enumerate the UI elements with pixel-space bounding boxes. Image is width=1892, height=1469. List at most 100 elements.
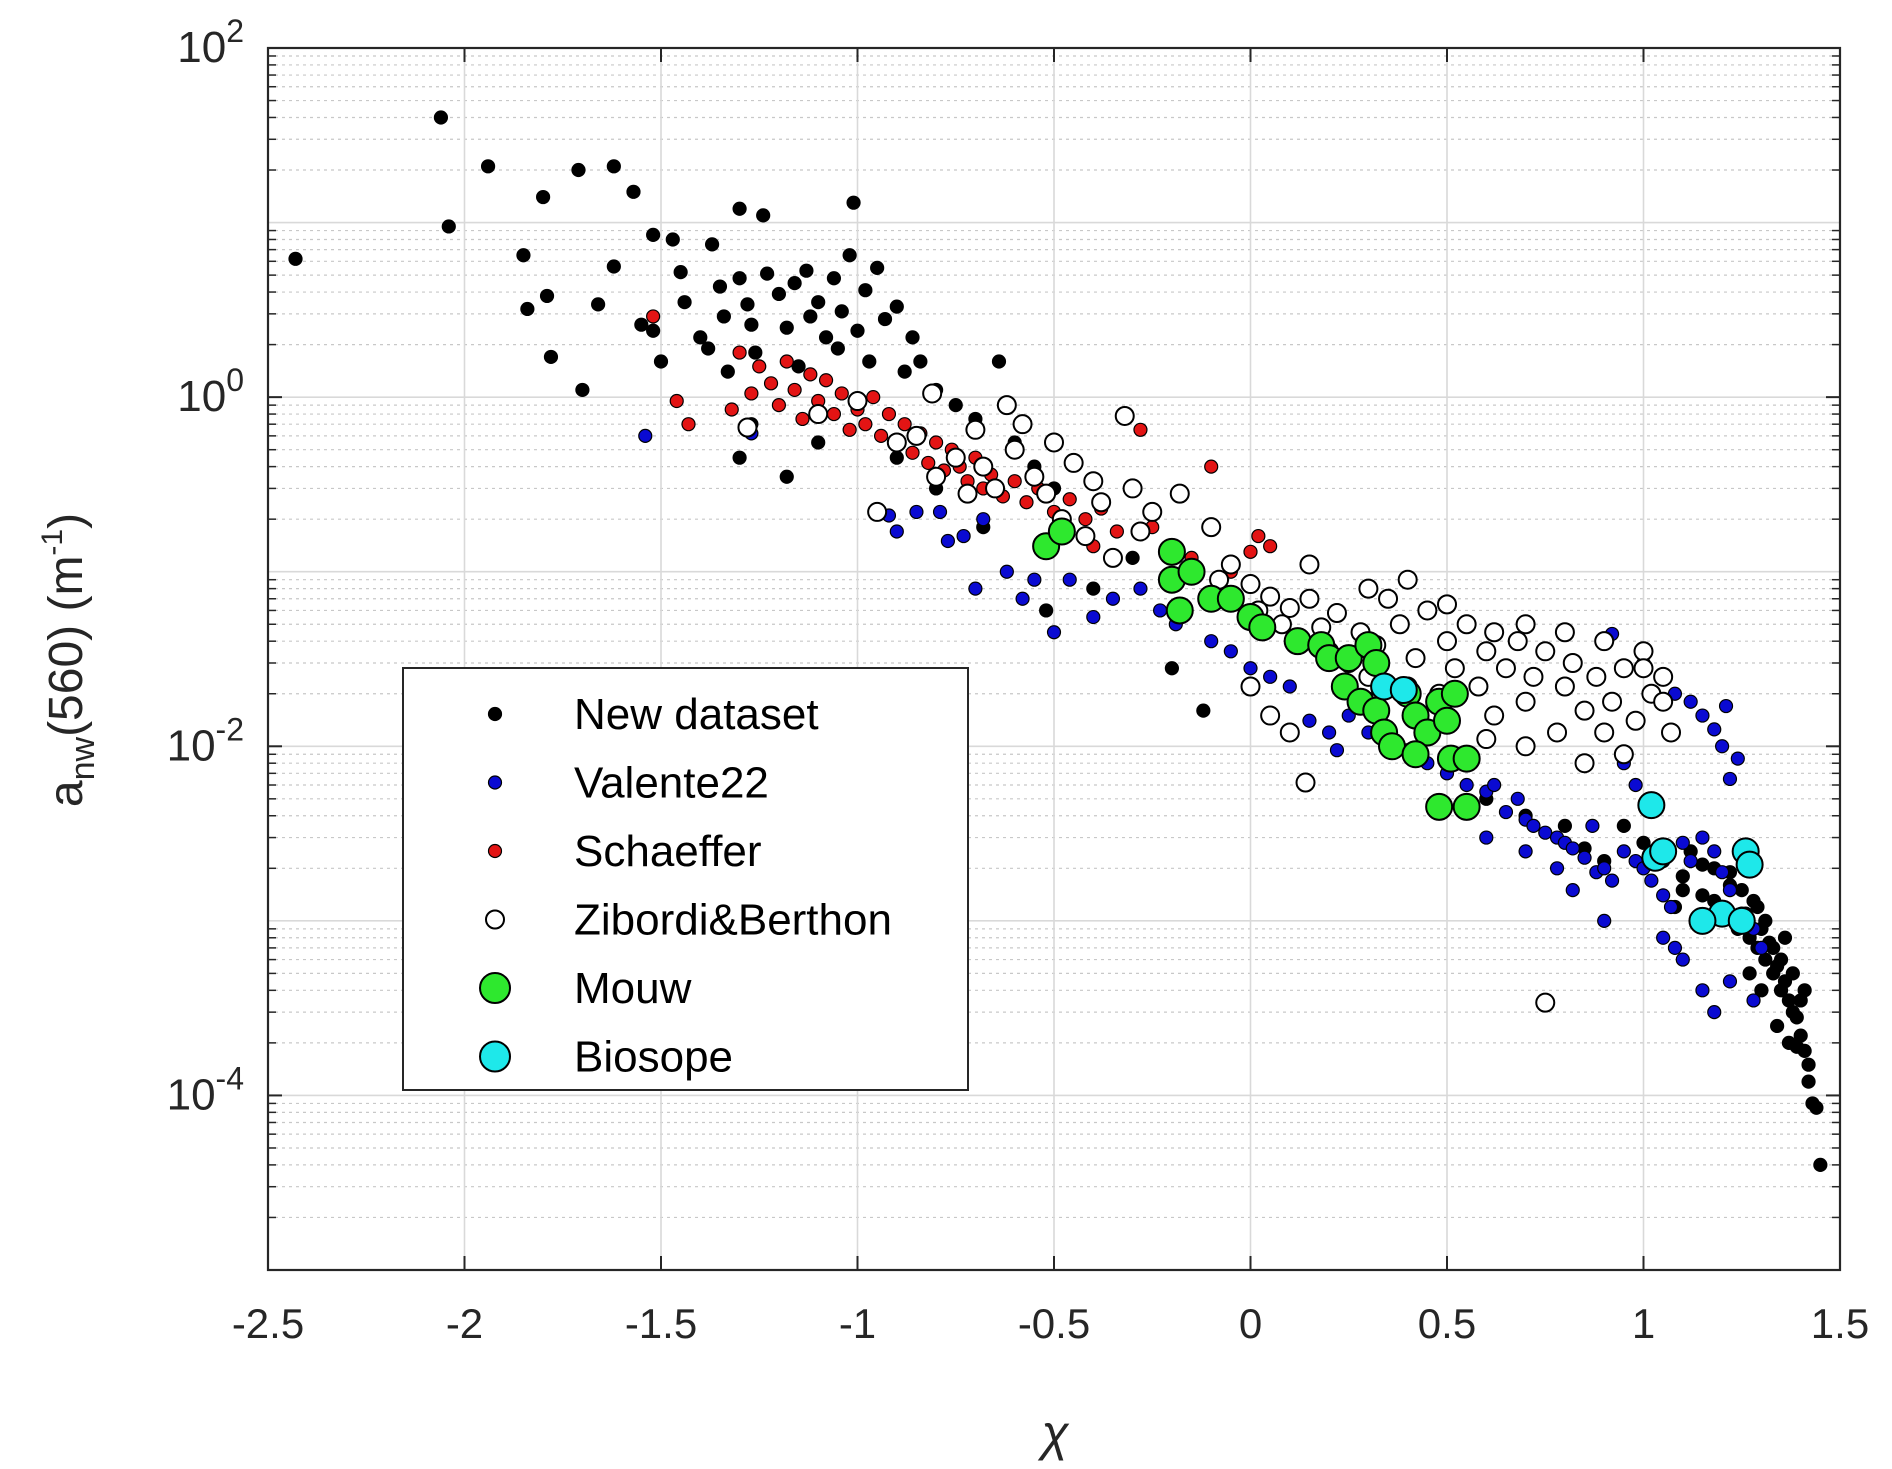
data-point	[748, 345, 763, 360]
data-point	[1707, 722, 1722, 737]
data-point	[1594, 722, 1615, 743]
data-point	[1240, 676, 1261, 697]
legend-marker-zibordi-berthon	[485, 909, 505, 930]
data-point	[1515, 736, 1536, 757]
data-point	[932, 504, 948, 520]
data-point	[1012, 414, 1033, 435]
data-point	[1125, 550, 1140, 565]
data-point	[999, 564, 1014, 579]
data-point	[1260, 705, 1281, 726]
data-point	[1452, 792, 1481, 821]
data-point	[921, 455, 936, 471]
data-point	[677, 295, 692, 310]
data-point	[956, 528, 971, 544]
data-point	[1102, 547, 1123, 568]
series-mouw	[1032, 517, 1481, 821]
legend-label-schaeffer: Schaeffer	[574, 827, 762, 876]
data-point	[1613, 744, 1634, 765]
x-tick-label: -1	[839, 1300, 876, 1347]
data-point	[1554, 676, 1575, 697]
data-point	[922, 383, 943, 404]
data-point	[1133, 422, 1148, 437]
data-point	[1597, 861, 1612, 876]
data-point	[1785, 966, 1800, 981]
data-point	[1718, 698, 1734, 714]
data-point	[441, 219, 456, 234]
data-point	[535, 189, 551, 205]
series-valente22	[638, 426, 1769, 1020]
data-point	[1083, 471, 1104, 492]
data-point	[1204, 634, 1219, 649]
data-point	[1425, 792, 1454, 821]
data-point	[1754, 940, 1769, 955]
data-point	[1616, 844, 1631, 859]
data-point	[808, 404, 829, 425]
data-point	[1476, 729, 1497, 750]
data-point	[906, 425, 927, 446]
data-point	[1495, 658, 1516, 679]
data-point	[1024, 466, 1045, 487]
data-point	[1047, 517, 1076, 546]
data-point	[1557, 818, 1573, 833]
data-point	[1437, 631, 1457, 652]
data-point	[1789, 1010, 1804, 1025]
data-point	[846, 195, 861, 210]
data-point	[1240, 574, 1261, 595]
data-point	[1105, 591, 1121, 606]
data-point	[791, 359, 806, 374]
data-point	[1459, 777, 1474, 793]
data-point	[779, 320, 794, 335]
data-point	[1518, 844, 1533, 859]
data-point	[996, 395, 1017, 416]
data-point	[771, 286, 787, 302]
data-point	[1604, 873, 1620, 888]
data-point	[1401, 740, 1430, 769]
data-point	[744, 317, 759, 332]
data-point	[1714, 739, 1730, 754]
data-point	[1487, 777, 1502, 793]
data-point	[1801, 1074, 1816, 1089]
data-point	[516, 248, 531, 263]
data-point	[1484, 705, 1505, 726]
data-point	[1377, 732, 1406, 761]
data-point	[811, 435, 826, 450]
data-point	[830, 341, 845, 356]
data-point	[1773, 952, 1789, 967]
data-point	[1358, 578, 1379, 599]
data-point	[842, 422, 857, 437]
data-point	[1122, 478, 1143, 499]
data-point	[732, 345, 747, 360]
data-point	[867, 501, 888, 522]
data-point	[571, 162, 586, 178]
data-point	[673, 265, 688, 280]
data-point	[1585, 818, 1600, 833]
data-point	[1164, 661, 1180, 676]
data-point	[803, 309, 818, 324]
x-tick-label: 1.5	[1811, 1300, 1869, 1347]
data-point	[1781, 993, 1797, 1008]
data-point	[1515, 691, 1536, 712]
data-point	[1565, 883, 1580, 898]
data-point	[1299, 554, 1320, 575]
data-point	[1613, 658, 1634, 679]
data-point	[842, 248, 857, 263]
data-point	[646, 323, 661, 338]
data-point	[712, 279, 728, 294]
data-point	[1039, 603, 1054, 618]
data-point	[889, 450, 904, 465]
x-tick-label: -1.5	[625, 1300, 697, 1347]
data-point	[1279, 722, 1300, 743]
data-point	[1565, 841, 1580, 856]
data-point	[606, 159, 621, 174]
data-point	[1714, 865, 1730, 880]
data-point	[1063, 452, 1084, 473]
data-point	[1628, 777, 1643, 793]
data-point	[897, 364, 912, 379]
data-point	[1114, 405, 1135, 426]
data-point	[881, 406, 897, 422]
data-point	[1334, 644, 1363, 673]
data-point	[811, 295, 826, 310]
data-point	[1734, 883, 1749, 898]
y-tick-label: 102	[177, 13, 244, 72]
